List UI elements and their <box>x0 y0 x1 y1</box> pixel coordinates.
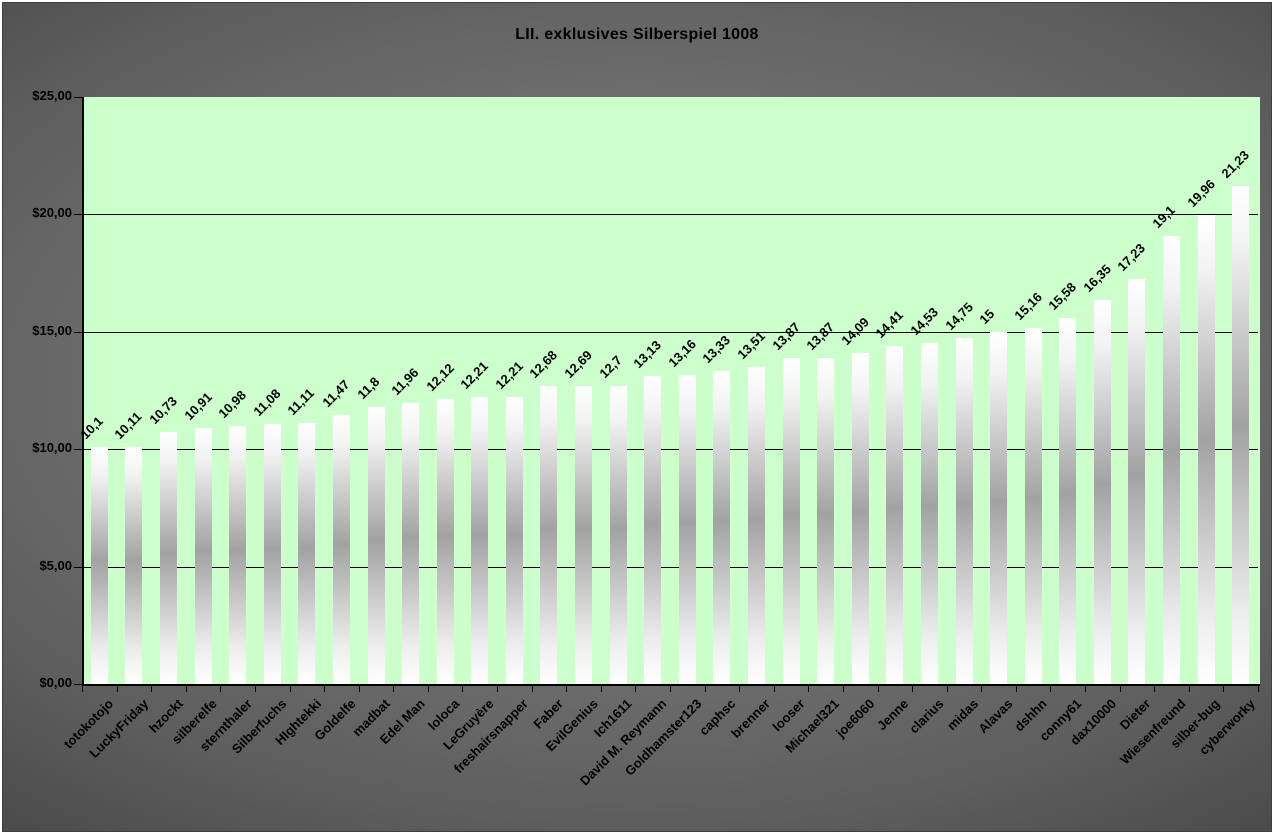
bar <box>159 432 177 684</box>
bar <box>747 366 765 684</box>
bar <box>1093 300 1111 684</box>
x-axis-tick <box>1154 686 1156 692</box>
bar <box>505 397 523 684</box>
x-axis-tick <box>324 686 326 692</box>
bar <box>678 375 696 684</box>
bar <box>575 386 593 684</box>
x-axis-tick <box>1015 686 1017 692</box>
bar <box>920 342 938 684</box>
x-axis-label: midas <box>943 696 981 734</box>
bar <box>1163 235 1181 684</box>
x-axis-label: Jenne <box>874 696 912 734</box>
y-axis-tick <box>74 331 82 333</box>
x-axis-label: joe6060 <box>832 696 878 741</box>
chart-title: LII. exklusives Silberspiel 1008 <box>515 26 759 43</box>
x-axis-tick <box>1188 686 1190 692</box>
x-axis-label: Alavas <box>975 696 1016 737</box>
bar <box>367 406 385 684</box>
x-axis-tick <box>946 686 948 692</box>
x-axis-tick <box>842 686 844 692</box>
x-axis-tick <box>981 686 983 692</box>
x-axis-tick <box>566 686 568 692</box>
bar <box>125 446 143 684</box>
x-axis-tick <box>497 686 499 692</box>
y-axis-label: $20,00 <box>32 205 72 221</box>
bar <box>229 426 247 684</box>
bar <box>402 403 420 684</box>
bar <box>332 414 350 684</box>
bar <box>194 427 212 684</box>
x-axis-tick <box>531 686 533 692</box>
bar <box>90 446 108 684</box>
y-axis-label: $10,00 <box>32 440 72 456</box>
x-axis-tick <box>151 686 153 692</box>
bar <box>782 358 800 684</box>
bar <box>1059 318 1077 684</box>
x-axis-tick <box>1258 686 1259 692</box>
x-axis-tick <box>116 686 118 692</box>
y-axis-tick <box>74 566 82 568</box>
x-axis-tick <box>289 686 291 692</box>
bar <box>1197 215 1215 684</box>
bar <box>609 385 627 684</box>
x-axis-tick <box>427 686 429 692</box>
x-axis-tick <box>1119 686 1121 692</box>
bar <box>298 423 316 684</box>
bar <box>1232 185 1250 684</box>
x-axis-tick <box>600 686 602 692</box>
x-axis-tick <box>739 686 741 692</box>
bar <box>1128 279 1146 684</box>
x-axis-tick <box>220 686 222 692</box>
x-axis-tick <box>82 686 83 692</box>
y-axis-label: $15,00 <box>32 322 72 338</box>
bar <box>886 345 904 684</box>
bar <box>955 337 973 684</box>
y-axis-tick <box>74 214 82 216</box>
x-axis-tick <box>254 686 256 692</box>
x-axis-tick <box>1085 686 1087 692</box>
bar <box>817 358 835 684</box>
x-axis-tick <box>808 686 810 692</box>
x-axis-tick <box>1050 686 1052 692</box>
x-axis-tick <box>358 686 360 692</box>
x-axis-tick <box>704 686 706 692</box>
x-axis-tick <box>670 686 671 692</box>
x-axis-tick <box>773 686 775 692</box>
bar <box>540 386 558 684</box>
bar <box>1024 328 1042 684</box>
bar <box>713 371 731 684</box>
x-axis-tick <box>877 686 879 692</box>
plot-area <box>82 97 1260 686</box>
gridline <box>84 214 1258 216</box>
x-axis-tick <box>912 686 914 692</box>
bar <box>471 397 489 684</box>
bar <box>644 375 662 684</box>
x-axis-tick <box>393 686 395 692</box>
gridline <box>84 449 1258 451</box>
bar <box>263 423 281 684</box>
y-axis-tick <box>74 684 82 685</box>
bar <box>436 399 454 684</box>
gridline <box>84 331 1258 333</box>
y-axis-label: $0,00 <box>39 675 72 690</box>
bar <box>851 353 869 684</box>
bar <box>990 331 1008 684</box>
y-axis-label: $25,00 <box>32 88 72 103</box>
x-axis-label: clarius <box>905 696 947 737</box>
y-axis-tick <box>74 97 82 98</box>
y-axis-tick <box>74 449 82 451</box>
x-axis-tick <box>635 686 637 692</box>
x-axis-tick <box>1223 686 1225 692</box>
x-axis-tick <box>185 686 187 692</box>
gridline <box>84 566 1258 568</box>
x-axis-tick <box>462 686 464 692</box>
y-axis-label: $5,00 <box>39 557 72 573</box>
